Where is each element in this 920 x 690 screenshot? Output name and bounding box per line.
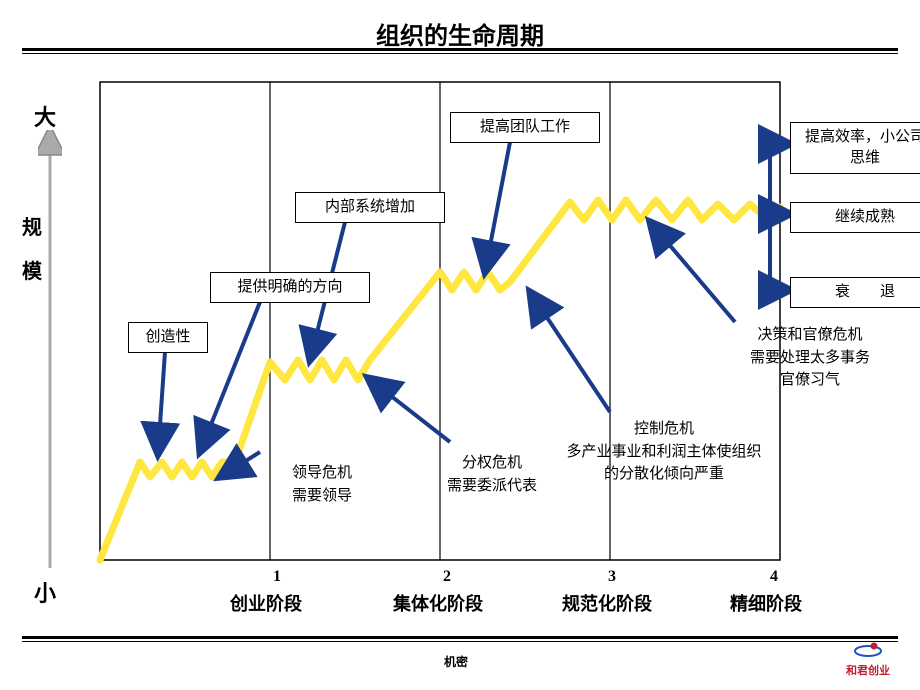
label-teamwork: 提高团队工作	[450, 112, 600, 143]
logo: 和君创业	[846, 642, 890, 678]
lifecycle-chart: 创造性提供明确的方向内部系统增加提高团队工作提高效率，小公司思维继续成熟衰 退 …	[90, 82, 880, 592]
label-mature: 继续成熟	[790, 202, 920, 233]
stage-label: 规范化阶段	[562, 590, 652, 616]
text-crisis2: 分权危机需要委派代表	[422, 452, 562, 497]
stage-num: 1	[273, 568, 281, 586]
label-creativity: 创造性	[128, 322, 208, 353]
y-axis-max-label: 大	[34, 100, 56, 132]
stage-num: 4	[770, 568, 778, 586]
label-efficiency: 提高效率，小公司思维	[790, 122, 920, 174]
logo-icon	[854, 642, 882, 660]
text-crisis3: 控制危机多产业事业和利润主体使组织的分散化倾向严重	[566, 418, 762, 486]
label-decline: 衰 退	[790, 277, 920, 308]
stage-label: 创业阶段	[230, 590, 302, 616]
y-axis-min-label: 小	[34, 576, 56, 608]
logo-text: 和君创业	[846, 662, 890, 678]
text-crisis1: 领导危机需要领导	[262, 462, 382, 507]
footer-confidential: 机密	[444, 653, 468, 670]
stage-label: 精细阶段	[730, 590, 802, 616]
label-internal: 内部系统增加	[295, 192, 445, 223]
page-title: 组织的生命周期	[0, 16, 920, 51]
stage-label: 集体化阶段	[393, 590, 483, 616]
y-axis-arrow	[38, 130, 62, 570]
stage-num: 2	[443, 568, 451, 586]
stage-num: 3	[608, 568, 616, 586]
text-crisis4: 决策和官僚危机需要处理太多事务官僚习气	[720, 324, 900, 392]
divider-top	[22, 48, 898, 54]
divider-bottom	[22, 636, 898, 642]
label-direction: 提供明确的方向	[210, 272, 370, 303]
